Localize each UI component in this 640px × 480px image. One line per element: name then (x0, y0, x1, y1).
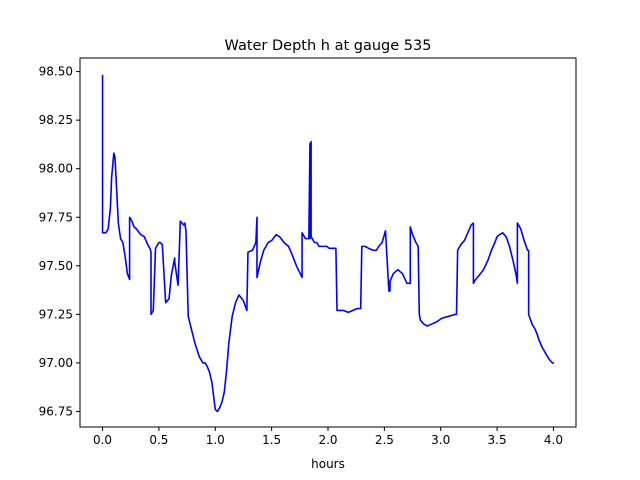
y-tick-label: 97.00 (39, 356, 73, 370)
x-axis-label: hours (311, 457, 345, 471)
x-tick-label: 2.5 (375, 433, 394, 447)
x-tick-label: 0.5 (149, 433, 168, 447)
x-tick-label: 0.0 (93, 433, 112, 447)
y-tick-label: 97.50 (39, 259, 73, 273)
x-tick-label: 4.0 (544, 433, 563, 447)
y-tick-label: 98.00 (39, 162, 73, 176)
y-axis: 96.75 97.00 97.25 97.50 97.75 98.00 98.25 98.50 (39, 65, 80, 418)
y-tick-label: 97.75 (39, 210, 73, 224)
x-tick-label: 1.5 (262, 433, 281, 447)
y-tick-label: 96.75 (39, 404, 73, 418)
y-tick-label: 98.25 (39, 113, 73, 127)
y-tick-label: 98.50 (39, 65, 73, 79)
series-line-0 (101, 74, 555, 413)
series-layer (101, 74, 555, 413)
chart-title: Water Depth h at gauge 535 (225, 38, 432, 54)
x-axis: 0.0 0.5 1.0 1.5 2.0 2.5 3.0 3.5 4.0 (93, 427, 563, 447)
x-tick-label: 2.0 (318, 433, 337, 447)
x-tick-label: 3.0 (431, 433, 450, 447)
x-tick-label: 1.0 (206, 433, 225, 447)
x-tick-label: 3.5 (488, 433, 507, 447)
y-tick-label: 97.25 (39, 307, 73, 321)
